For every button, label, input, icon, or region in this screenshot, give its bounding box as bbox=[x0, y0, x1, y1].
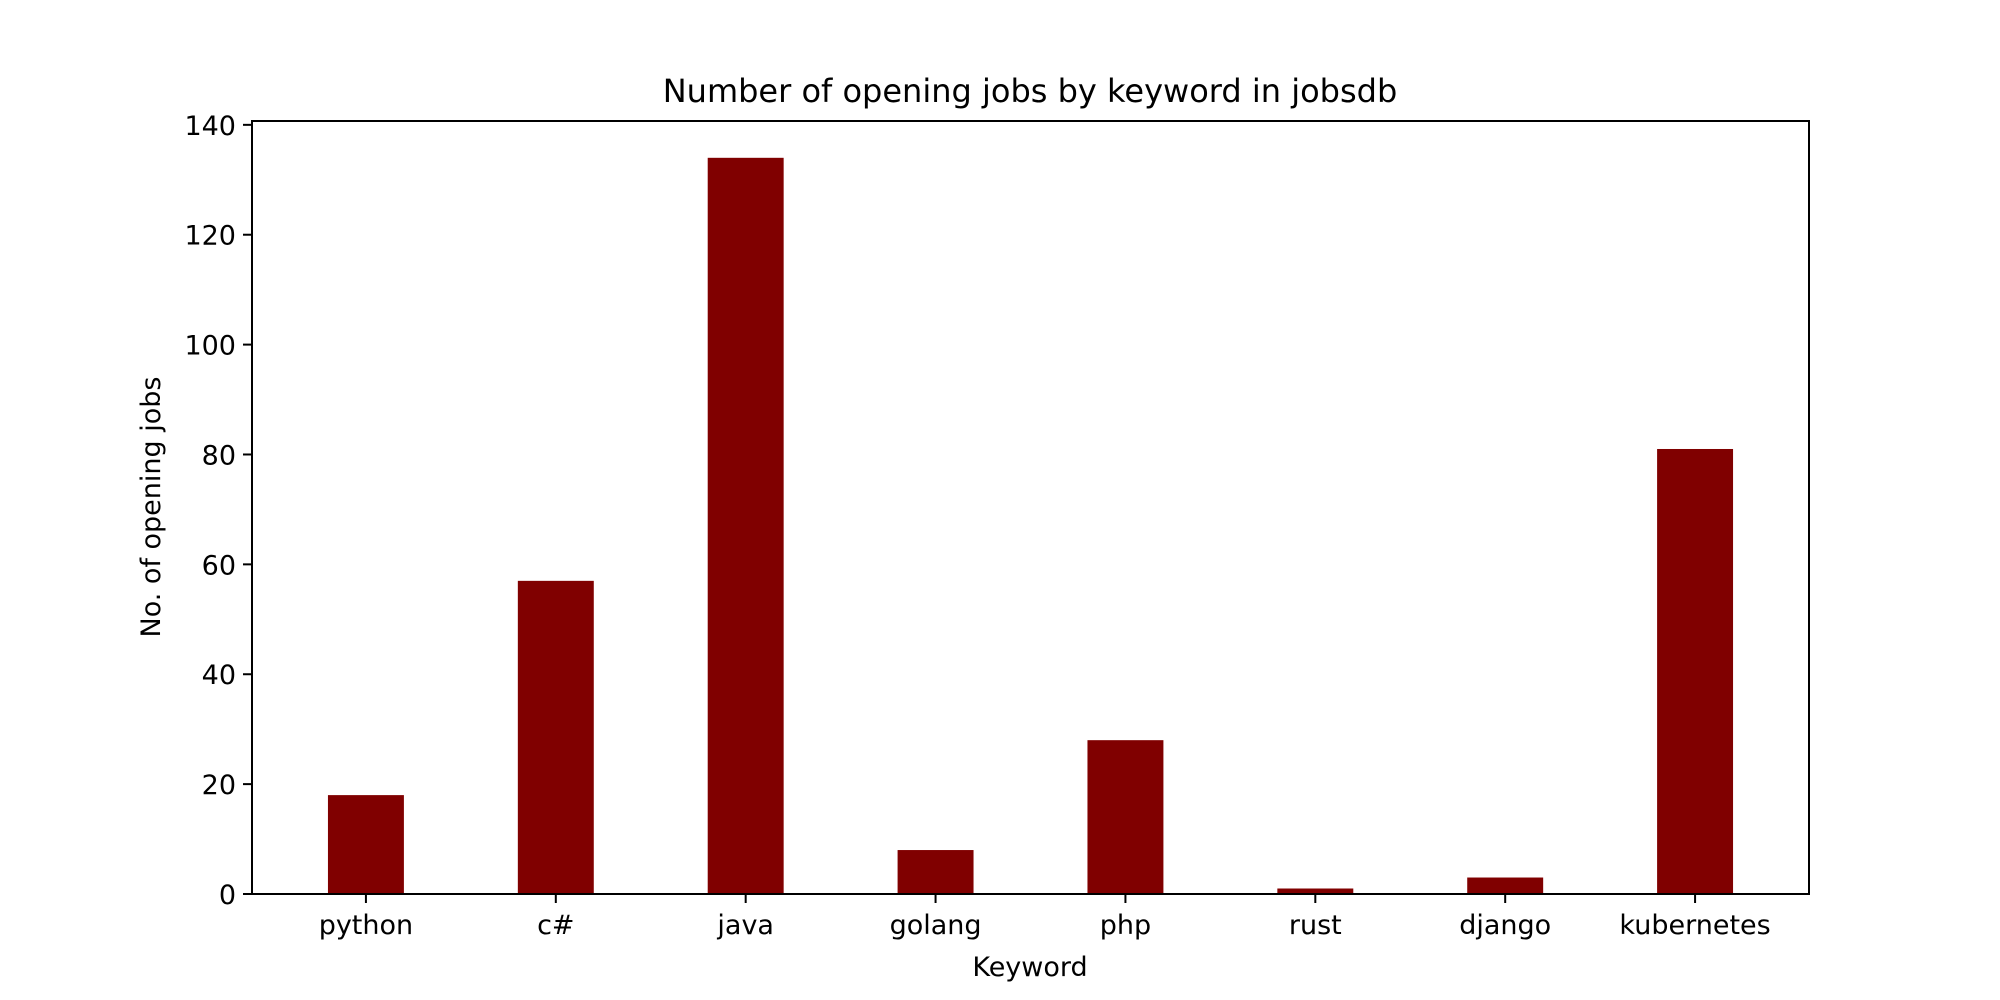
plot-frame bbox=[251, 120, 1810, 895]
y-tick-label: 60 bbox=[202, 550, 236, 581]
bar-c-sharp bbox=[517, 580, 594, 894]
bar-python bbox=[327, 795, 404, 894]
x-tick-label: golang bbox=[890, 910, 982, 941]
bar-java bbox=[707, 157, 784, 895]
x-tick-label: rust bbox=[1289, 910, 1342, 941]
bar-php bbox=[1087, 740, 1164, 894]
x-tick-label: python bbox=[319, 910, 413, 941]
x-axis-label: Keyword bbox=[972, 952, 1087, 983]
y-tick-label: 140 bbox=[184, 111, 236, 142]
bar-group bbox=[327, 157, 1734, 895]
y-tick-label: 0 bbox=[219, 880, 236, 911]
y-axis-label: No. of opening jobs bbox=[136, 377, 167, 638]
bar-golang bbox=[897, 850, 974, 894]
x-tick-label: php bbox=[1100, 910, 1151, 941]
x-tick-label: c# bbox=[537, 910, 574, 941]
y-tick-label: 40 bbox=[202, 660, 236, 691]
y-tick-label: 100 bbox=[184, 331, 236, 362]
y-tick-label: 20 bbox=[202, 770, 236, 801]
y-tick-label: 80 bbox=[202, 440, 236, 471]
bar-django bbox=[1467, 877, 1544, 894]
bar-rust bbox=[1277, 888, 1354, 894]
bar-kubernetes bbox=[1657, 448, 1734, 894]
chart-title: Number of opening jobs by keyword in job… bbox=[663, 72, 1398, 110]
x-tick-label: django bbox=[1459, 910, 1551, 941]
y-tick-label: 120 bbox=[184, 221, 236, 252]
x-axis-ticks: python c# java golang php rust django kubernete… bbox=[319, 894, 1771, 941]
x-tick-label: kubernetes bbox=[1619, 910, 1770, 941]
x-tick-label: java bbox=[716, 910, 774, 941]
y-axis-ticks: 0 20 40 60 80 100 120 140 bbox=[184, 111, 252, 911]
